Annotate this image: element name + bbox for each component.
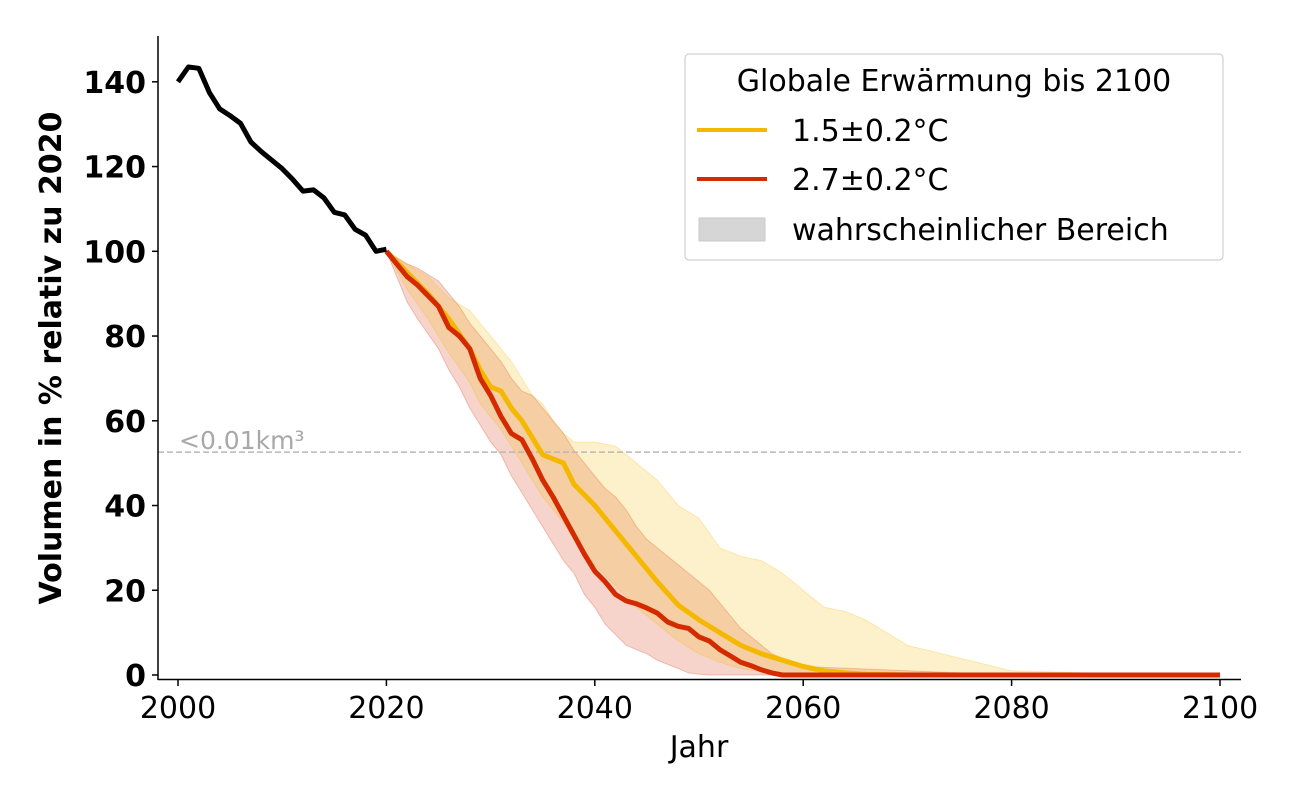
x-ticks: 2000 2020 2040 2060 2080 2100 [140,680,1258,726]
series-line-2-7 [384,249,1220,678]
y-ticks: 0 20 40 60 80 100 120 140 [83,66,158,694]
historical-line [175,64,387,254]
y-tick-label: 140 [83,66,146,101]
x-axis-label: Jahr [668,730,729,765]
legend-frame [684,53,1224,261]
y-tick-label: 60 [104,405,146,440]
series-lines [175,64,1220,678]
x-tick-label: 2080 [973,691,1049,726]
uncertainty-bands [385,249,1221,676]
series-line-1-5 [384,249,1220,678]
y-tick-label: 100 [83,235,146,270]
legend-label-1-5: 1.5±0.2°C [792,114,949,149]
x-tick-label: 2040 [557,691,633,726]
legend: Globale Erwärmung bis 2100 1.5±0.2°C 2.7… [684,53,1224,261]
legend-swatch-range [698,217,766,242]
x-tick-label: 2000 [140,691,216,726]
legend-label-2-7: 2.7±0.2°C [792,163,949,198]
threshold-annotation: <0.01km³ [179,426,304,455]
y-tick-label: 20 [104,574,146,609]
y-tick-label: 80 [104,320,146,355]
x-tick-label: 2060 [765,691,841,726]
y-axis-label: Volumen in % relativ zu 2020 [34,112,69,605]
x-tick-label: 2100 [1182,691,1258,726]
legend-label-range: wahrscheinlicher Bereich [792,213,1169,248]
legend-title: Globale Erwärmung bis 2100 [737,64,1171,99]
x-tick-label: 2020 [348,691,424,726]
y-tick-label: 0 [125,659,146,694]
y-tick-label: 40 [104,490,146,525]
y-tick-label: 120 [83,151,146,186]
